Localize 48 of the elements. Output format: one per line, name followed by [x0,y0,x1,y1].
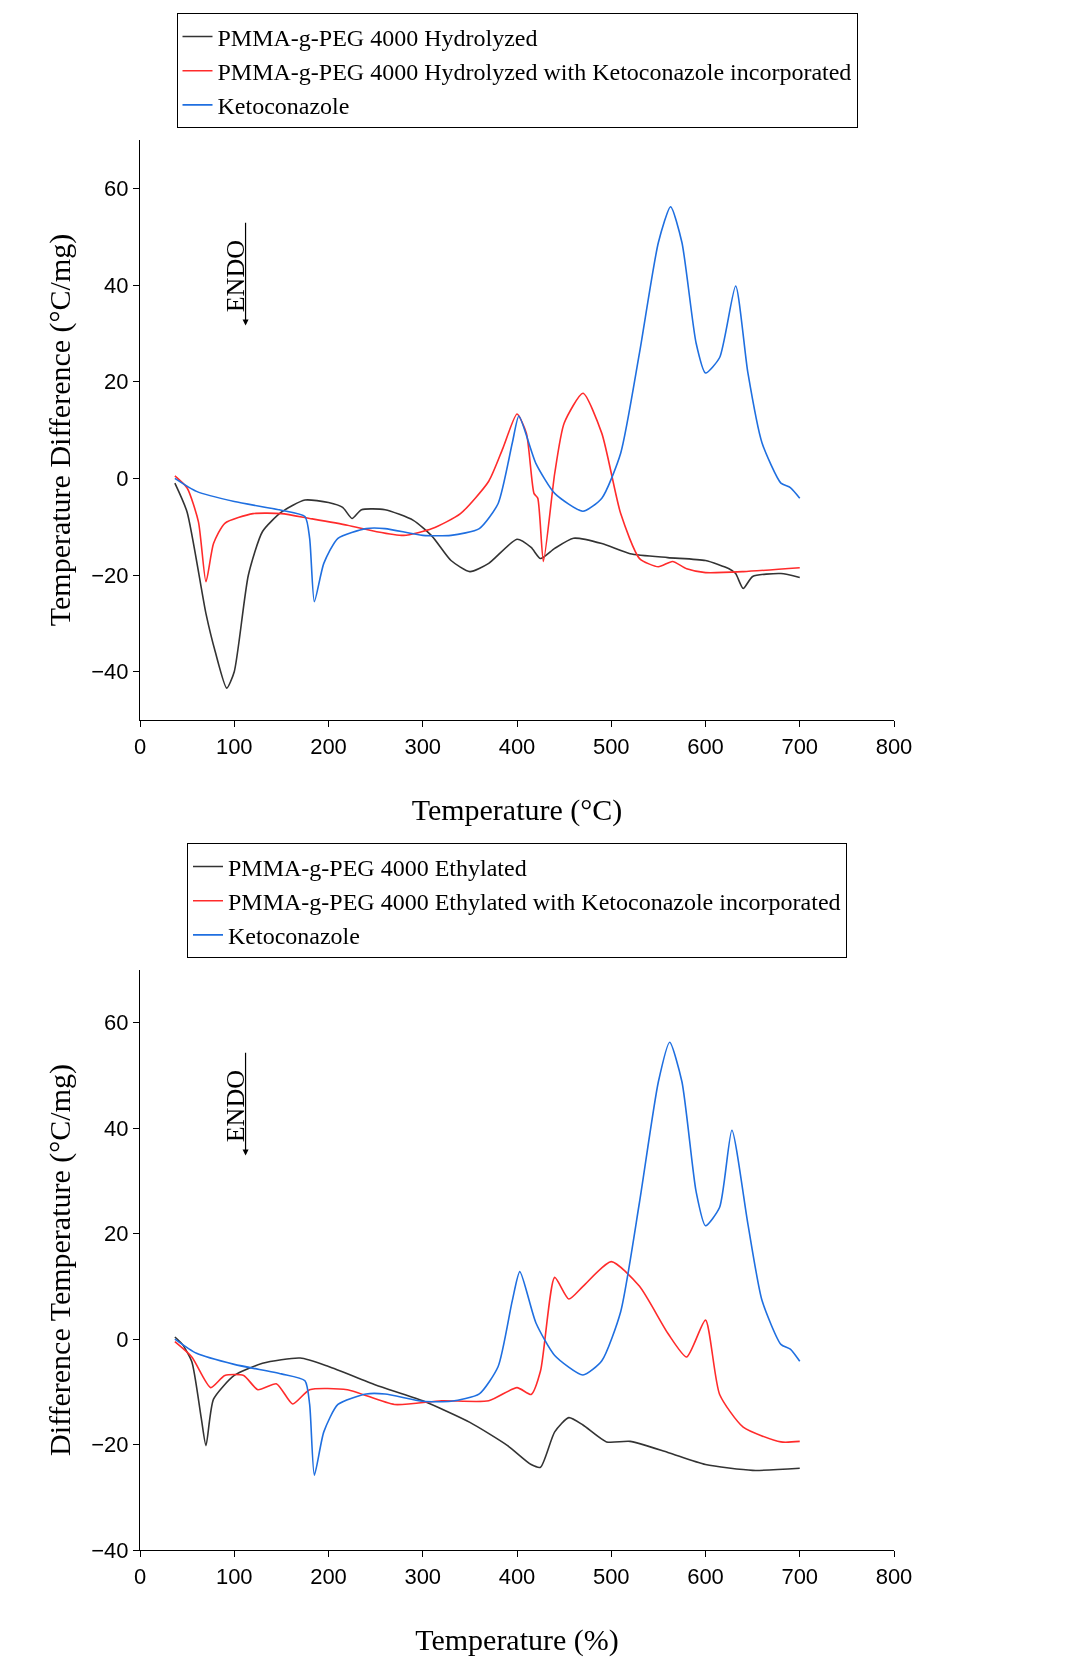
x-tick-label: 0 [133,733,147,759]
x-tick-label: 600 [687,733,724,759]
x-tick-label: 100 [215,733,253,759]
line-series [174,1041,801,1476]
legend-label: Ketoconazole [217,93,350,120]
y-tick-label: 0 [116,466,129,492]
y-tick-label: −40 [91,1537,129,1563]
x-tick-label: 700 [781,733,819,759]
y-tick-label: −20 [91,1432,129,1458]
line-series [174,392,801,583]
y-tick-label: 20 [104,1221,129,1247]
x-tick-label: 200 [310,733,347,759]
x-tick-label: 0 [133,1563,147,1589]
legend-label: Ketoconazole [228,923,360,950]
x-tick-label: 500 [592,1563,630,1589]
line-series [174,205,801,603]
x-tick-label: 700 [781,1563,819,1589]
y-tick-label: 0 [116,1326,129,1352]
y-tick-label: 60 [104,176,129,202]
legend-label: PMMA-g-PEG 4000 Hydrolyzed with Ketoconazole incorporated [217,59,852,86]
x-tick-label: 100 [215,1563,253,1589]
y-tick-label: 60 [104,1010,129,1036]
x-tick-label: 400 [498,1563,536,1589]
y-tick-label: 40 [104,1115,129,1141]
annotation: ENDO [221,240,251,313]
line-series [174,1336,801,1472]
x-tick-label: 600 [687,1563,724,1589]
legend-label: PMMA-g-PEG 4000 Ethylated [228,854,527,881]
x-tick-label: 500 [592,733,630,759]
y-tick-label: 40 [104,272,129,298]
x-tick-label: 800 [875,733,913,759]
y-axis-title: Difference Temperature (°C/mg) [42,1064,77,1456]
x-tick-label: 300 [404,733,442,759]
x-tick-label: 400 [498,733,536,759]
x-tick-label: 200 [310,1563,347,1589]
x-axis-title: Temperature (°C) [411,793,623,828]
y-axis-title: Temperature Difference (°C/mg) [42,233,77,627]
annotation: ENDO [221,1070,251,1143]
legend-label: PMMA-g-PEG 4000 Ethylated with Ketoconazole incorporated [228,889,841,916]
x-tick-label: 800 [875,1563,913,1589]
x-axis-title: Temperature (%) [415,1623,619,1658]
y-tick-label: −40 [91,659,129,685]
y-tick-label: −20 [91,562,129,588]
line-series [174,482,801,689]
line-series [174,1260,801,1443]
y-tick-label: 20 [104,369,129,395]
legend-label: PMMA-g-PEG 4000 Hydrolyzed [217,24,538,51]
x-tick-label: 300 [404,1563,442,1589]
